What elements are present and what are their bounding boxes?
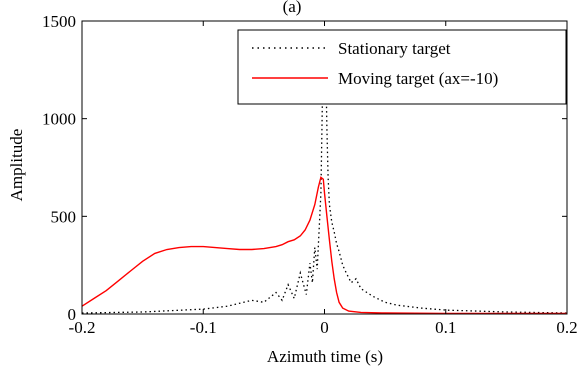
y-tick-label: 1000 (42, 110, 76, 129)
series-layer (81, 30, 568, 315)
legend-box (237, 29, 567, 105)
legend-label-0: Stationary target (338, 39, 451, 58)
y-tick-label: 500 (51, 207, 77, 226)
y-axis-label: Amplitude (7, 129, 26, 202)
legend-label-1: Moving target (ax=-10) (338, 69, 498, 88)
figure-top-label: (a) (283, 0, 302, 16)
series-line-1 (81, 176, 567, 315)
axes-layer: -0.2 -0.1 0 0.1 0.2 0 500 1000 1500 (42, 12, 578, 337)
y-tick-label: 0 (68, 305, 77, 324)
x-tick-label: -0.2 (69, 318, 96, 337)
x-axis-label: Azimuth time (s) (267, 347, 383, 366)
x-tick-label: 0.1 (435, 318, 456, 337)
legend: Stationary target Moving target (ax=-10) (237, 29, 567, 105)
y-tick-label: 1500 (42, 12, 76, 31)
x-tick-label: -0.1 (190, 318, 217, 337)
x-tick-label: 0 (320, 318, 329, 337)
x-tick-label: 0.2 (556, 318, 577, 337)
